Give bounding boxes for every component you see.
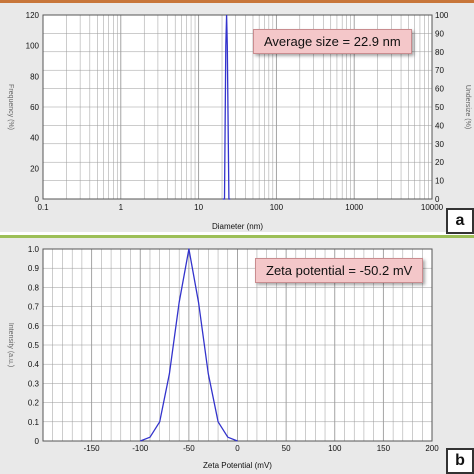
x-tick-label: 0.1 <box>37 203 49 212</box>
y-tick-label: 0.4 <box>28 360 40 369</box>
panel-a-letter: a <box>446 208 474 234</box>
x-tick-label: 10000 <box>421 203 444 212</box>
y-tick-label: 80 <box>30 72 39 81</box>
x-tick-label: 100 <box>328 444 342 453</box>
panel-b-letter: b <box>446 448 474 474</box>
y2-tick-label: 80 <box>435 48 444 57</box>
y-tick-label: 0 <box>35 437 40 446</box>
x-tick-label: 100 <box>270 203 284 212</box>
y-tick-label: 100 <box>26 42 40 51</box>
y2-tick-label: 20 <box>435 158 444 167</box>
y2-axis-label: Undersize (%) <box>464 85 471 129</box>
y-tick-label: 40 <box>30 134 39 143</box>
y-tick-label: 120 <box>26 11 40 20</box>
y2-tick-label: 30 <box>435 140 444 149</box>
plot-frame <box>42 14 433 200</box>
x-tick-label: -150 <box>84 444 101 453</box>
y-axis-label: Frequency (%) <box>7 84 14 130</box>
x-tick-label: -100 <box>132 444 149 453</box>
x-tick-label: 0 <box>235 444 240 453</box>
x-tick-label: 1000 <box>345 203 363 212</box>
x-axis-label: Zeta Potential (mV) <box>203 461 272 470</box>
x-axis-label: Diameter (nm) <box>212 222 263 231</box>
y-tick-label: 0.5 <box>28 341 40 350</box>
y-tick-label: 20 <box>30 164 39 173</box>
x-tick-label: 50 <box>282 444 291 453</box>
y-axis-label: Intensity (a.u.) <box>7 323 14 367</box>
x-tick-label: 10 <box>194 203 203 212</box>
y-tick-label: 0.9 <box>28 264 40 273</box>
y2-tick-label: 70 <box>435 66 444 75</box>
zeta-potential-series <box>140 248 238 442</box>
y-tick-label: 0.1 <box>28 418 40 427</box>
size-distribution-series <box>222 14 231 200</box>
y-tick-label: 0 <box>35 195 40 204</box>
y2-tick-label: 100 <box>435 11 449 20</box>
y-tick-label: 0.2 <box>28 399 40 408</box>
y-tick-label: 0.7 <box>28 303 40 312</box>
x-tick-label: 200 <box>425 444 439 453</box>
y-tick-label: 60 <box>30 103 39 112</box>
y2-tick-label: 60 <box>435 85 444 94</box>
average-size-annotation: Average size = 22.9 nm <box>253 29 412 54</box>
y2-tick-label: 40 <box>435 121 444 130</box>
y2-tick-label: 0 <box>435 195 440 204</box>
x-tick-label: -50 <box>183 444 195 453</box>
y-tick-label: 0.3 <box>28 379 40 388</box>
zeta-potential-annotation: Zeta potential = -50.2 mV <box>255 258 424 283</box>
x-tick-label: 1 <box>119 203 124 212</box>
y-tick-label: 1.0 <box>28 245 40 254</box>
y2-tick-label: 90 <box>435 29 444 38</box>
y2-tick-label: 10 <box>435 177 444 186</box>
x-tick-label: 150 <box>377 444 391 453</box>
y2-tick-label: 50 <box>435 103 444 112</box>
y-tick-label: 0.6 <box>28 322 40 331</box>
y-tick-label: 0.8 <box>28 283 40 292</box>
